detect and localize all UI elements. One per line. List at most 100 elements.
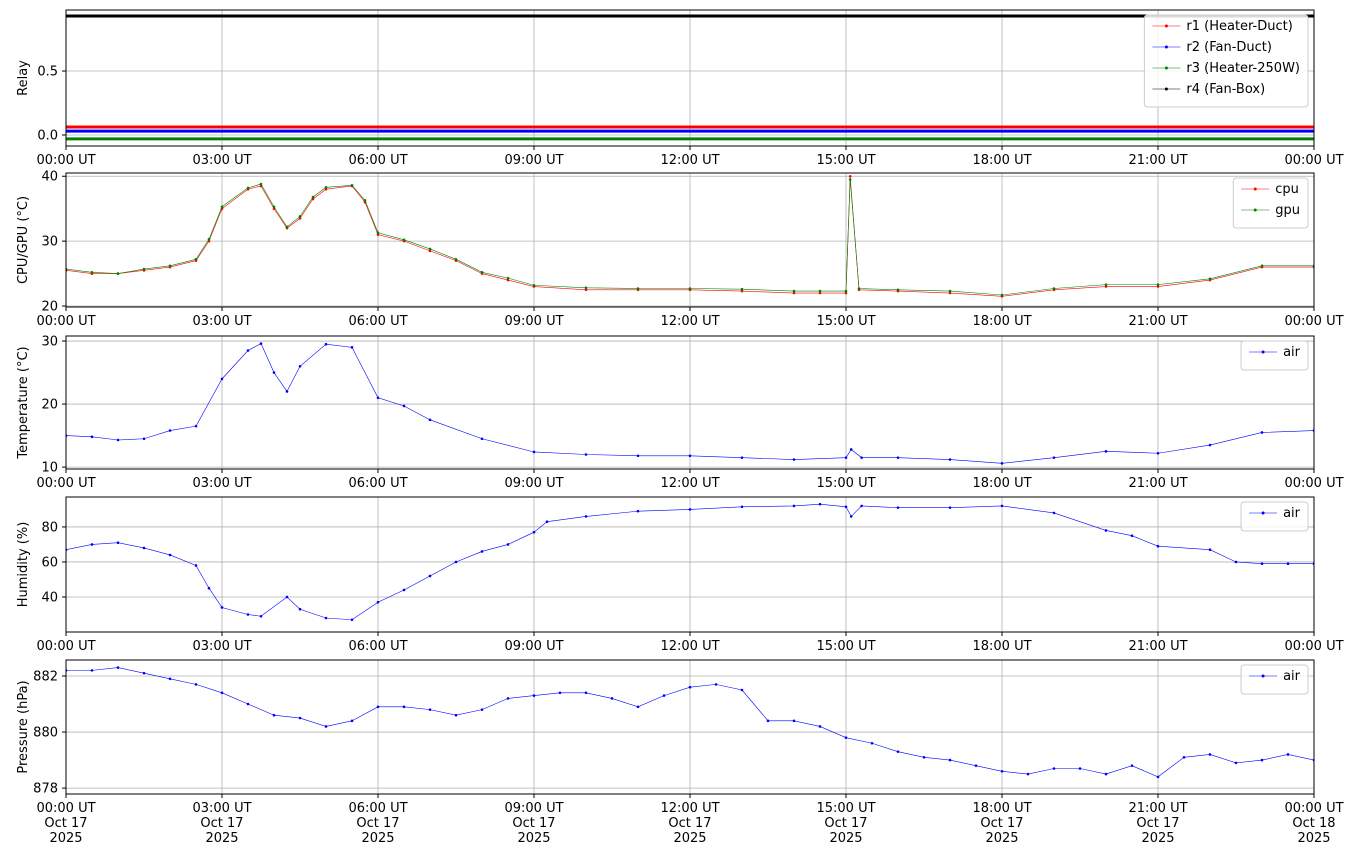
data-point <box>948 291 952 295</box>
data-point <box>285 595 289 599</box>
legend-marker <box>1253 187 1257 191</box>
x-tick-label: 00:00 UT <box>36 153 95 168</box>
y-tick-label: 80 <box>41 520 58 535</box>
data-point <box>272 713 276 717</box>
x-tick-label: 18:00 UT <box>972 476 1031 491</box>
data-point <box>246 186 250 190</box>
legend-marker <box>1164 45 1168 49</box>
data-point <box>311 195 315 199</box>
plot-area <box>66 342 1314 465</box>
x-tick-label: 03:00 UT <box>192 476 251 491</box>
y-tick-label: 882 <box>33 669 58 684</box>
data-point <box>298 215 302 218</box>
x-tick-line: 2025 <box>49 831 82 846</box>
data-point <box>194 258 198 261</box>
data-point <box>272 205 276 209</box>
legend-label: cpu <box>1275 182 1299 197</box>
x-tick-label: 09:00 UT <box>504 153 563 168</box>
data-point <box>532 450 536 454</box>
x-tick-line: 2025 <box>829 831 862 846</box>
data-point <box>792 504 796 508</box>
data-point <box>1156 283 1160 286</box>
x-tick-line: 00:00 UT <box>36 801 95 816</box>
legend-label: r2 (Fan-Duct) <box>1186 40 1272 55</box>
data-point <box>714 683 718 686</box>
data-point <box>454 560 458 564</box>
data-point <box>428 247 432 251</box>
data-point <box>818 725 822 728</box>
data-point <box>584 288 588 292</box>
x-tick-label: 00:00 UT <box>36 476 95 491</box>
legend-label: r3 (Heater-250W) <box>1186 61 1300 76</box>
data-point <box>350 184 354 187</box>
data-point <box>896 288 900 292</box>
x-tick-label: 09:00 UT <box>504 314 563 329</box>
data-point <box>90 435 94 439</box>
data-point <box>506 278 510 282</box>
x-tick-label: 12:00 UT <box>660 153 719 168</box>
x-tick-label: 09:00 UT <box>504 639 563 654</box>
x-tick-line: 12:00 UT <box>660 801 719 816</box>
data-point <box>844 291 848 295</box>
x-tick-line: 18:00 UT <box>972 801 1031 816</box>
legend: r1 (Heater-Duct) r2 (Fan-Duct) r3 (Heater-… <box>1143 14 1309 108</box>
data-point <box>220 606 224 609</box>
y-tick-label: 20 <box>41 300 58 315</box>
x-tick-label: 12:00 UT <box>660 476 719 491</box>
x-tick-line: 15:00 UT <box>816 801 875 816</box>
data-point <box>844 736 848 739</box>
x-tick-label: 06:00 UT <box>348 639 407 654</box>
data-point <box>1286 562 1290 566</box>
x-tick-label: 00:00 UT <box>1284 314 1343 329</box>
data-point <box>402 588 406 592</box>
y-axis-label: CPU/GPU (°C) <box>16 196 31 284</box>
data-point <box>246 349 250 352</box>
data-point <box>948 458 952 461</box>
data-point <box>506 276 510 280</box>
y-axis-label: Pressure (hPa) <box>16 680 31 773</box>
data-point <box>636 705 640 709</box>
data-point <box>740 287 744 291</box>
data-point <box>1130 764 1134 767</box>
plot-area <box>66 14 1314 141</box>
x-tick-label: 12:00 UT <box>660 314 719 329</box>
data-point <box>90 270 94 274</box>
data-point <box>818 502 822 506</box>
data-point <box>1182 755 1186 759</box>
data-point <box>298 364 302 368</box>
x-tick-label: 18:00 UT Oct 17 2025 <box>972 801 1031 846</box>
data-point <box>298 217 302 220</box>
data-point <box>532 283 536 287</box>
data-point <box>1260 431 1264 434</box>
data-point <box>1286 753 1290 756</box>
data-point <box>324 187 328 191</box>
data-point <box>454 713 458 717</box>
legend-label: air <box>1283 345 1301 360</box>
axes-frame <box>65 172 1315 308</box>
x-tick-line: 2025 <box>361 831 394 846</box>
data-point <box>860 456 863 459</box>
data-point <box>532 694 536 697</box>
axes-frame <box>65 659 1315 795</box>
data-point <box>324 342 328 346</box>
data-point <box>688 287 692 290</box>
series-line <box>66 176 1314 297</box>
data-point <box>376 231 380 234</box>
y-axis-label: Temperature (°C) <box>16 346 31 459</box>
data-point <box>545 520 549 523</box>
x-tick-label: 00:00 UT <box>36 314 95 329</box>
x-tick-line: Oct 17 <box>356 816 399 831</box>
data-point <box>1156 451 1160 455</box>
data-point <box>324 185 328 189</box>
x-tick-label: 09:00 UT <box>504 476 563 491</box>
data-point <box>1000 462 1004 465</box>
x-tick-label: 21:00 UT <box>1128 314 1187 329</box>
y-tick-label: 40 <box>41 170 58 185</box>
data-point <box>1156 775 1160 779</box>
data-point <box>792 458 796 461</box>
data-point <box>402 705 406 709</box>
data-point <box>168 264 172 268</box>
y-tick-label: 10 <box>41 461 58 476</box>
